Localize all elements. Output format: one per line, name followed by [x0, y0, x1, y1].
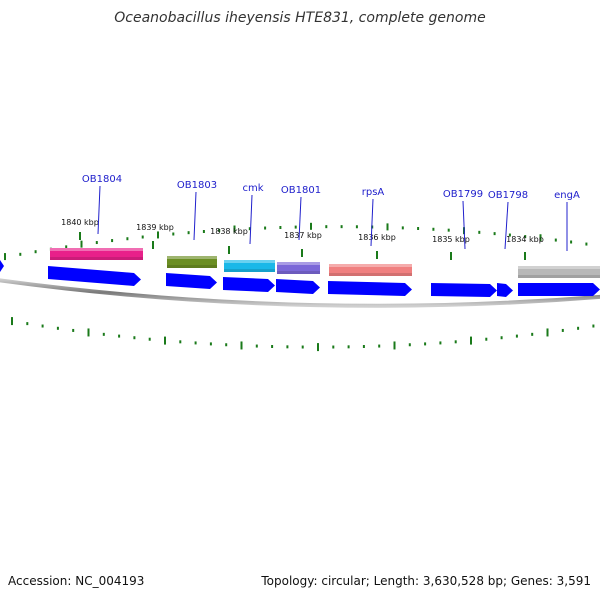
- genome-stats-text: Topology: circular; Length: 3,630,528 bp…: [261, 574, 591, 588]
- cds-arrow: [328, 281, 412, 296]
- gene-label-text: OB1798: [488, 190, 528, 201]
- feature-track: [50, 248, 600, 278]
- feature-bar-enga: [518, 266, 600, 278]
- gene-label-ob1798: OB1798: [488, 190, 528, 250]
- kbp-label: 1839 kbp: [136, 223, 174, 232]
- cds-arrow: [431, 283, 497, 297]
- map-title: Oceanobacillus iheyensis HTE831, complet…: [114, 10, 486, 26]
- kbp-scale: 1840 kbp 1839 kbp 1838 kbp 1837 kbp 1836 kbp…: [61, 218, 544, 260]
- gene-leader-line: [504, 201, 509, 250]
- cds-arrow: [48, 266, 141, 286]
- gene-label-ob1804: OB1804: [82, 174, 122, 235]
- gene-leader-line: [97, 185, 101, 235]
- cds-arrow: [497, 283, 513, 297]
- cds-arrow: [518, 283, 600, 296]
- gene-label-text: engA: [554, 190, 580, 201]
- gene-label-text: OB1801: [281, 185, 321, 196]
- cds-arrow: [276, 279, 320, 294]
- kbp-label: 1835 kbp: [432, 235, 470, 244]
- kbp-label: 1837 kbp: [284, 231, 322, 240]
- feature-bar-ob1803: [167, 256, 217, 268]
- gene-label-text: cmk: [242, 183, 263, 194]
- gene-label-text: rpsA: [362, 187, 385, 198]
- gene-label-text: OB1804: [82, 174, 122, 185]
- cds-arrow: [223, 277, 275, 292]
- gene-label-ob1803: OB1803: [177, 180, 217, 241]
- gene-label-ob1799: OB1799: [443, 189, 483, 250]
- kbp-label: 1834 kbp: [506, 235, 544, 244]
- cds-arrow: [0, 260, 4, 272]
- kbp-label: 1840 kbp: [61, 218, 99, 227]
- gene-leader-line: [370, 198, 374, 247]
- gene-leader-line: [193, 191, 197, 241]
- gene-label-enga: engA: [554, 190, 580, 251]
- feature-bar-rpsa: [329, 264, 412, 276]
- feature-bar-ob1804: [50, 248, 143, 260]
- gene-leader-line: [462, 200, 466, 250]
- gene-label-rpsa: rpsA: [362, 187, 385, 247]
- kbp-label: 1836 kbp: [358, 233, 396, 242]
- feature-bar-cmk: [224, 260, 275, 272]
- kbp-label: 1838 kbp: [210, 227, 248, 236]
- genome-backbone: [0, 278, 600, 308]
- inner-tick-ring: [11, 317, 595, 352]
- gene-label-ob1801: OB1801: [281, 185, 321, 241]
- cds-track: [0, 260, 600, 297]
- accession-text: Accession: NC_004193: [8, 574, 145, 588]
- gene-label-text: OB1803: [177, 180, 217, 191]
- gene-labels: OB1804 OB1803 cmk OB1801 rpsA OB1799 OB1798 eng…: [82, 174, 580, 251]
- cds-arrow: [166, 273, 217, 289]
- gene-label-cmk: cmk: [242, 183, 264, 245]
- gene-leader-line: [249, 194, 253, 245]
- gene-leader-line: [298, 196, 302, 241]
- gene-label-text: OB1799: [443, 189, 483, 200]
- feature-bar-ob1801: [277, 262, 320, 274]
